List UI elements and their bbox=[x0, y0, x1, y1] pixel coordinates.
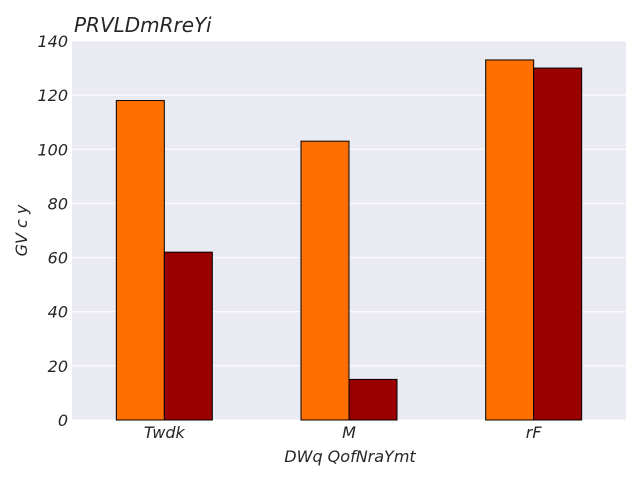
x-tick-label-0: Twdk bbox=[144, 423, 186, 442]
x-axis-label: DWq QofNraYmt bbox=[284, 447, 416, 466]
x-tick-label-2: rF bbox=[526, 423, 543, 442]
bar-series1-rF bbox=[485, 59, 535, 421]
bar-series2-Twdk bbox=[163, 251, 213, 421]
x-tick-label-1: M bbox=[342, 423, 356, 442]
y-axis-label: GV c y bbox=[12, 204, 31, 256]
chart-title: PRVLDmRreYi bbox=[74, 13, 212, 37]
bar-series2-rF bbox=[533, 67, 583, 421]
y-tick-label-0: 0 bbox=[58, 411, 68, 430]
y-tick-label-4: 80 bbox=[48, 194, 68, 213]
y-tick-label-1: 20 bbox=[48, 357, 68, 376]
y-tick-label-3: 60 bbox=[48, 249, 68, 268]
bar-series1-M bbox=[300, 140, 350, 421]
bars bbox=[115, 59, 583, 421]
y-tick-label-5: 100 bbox=[37, 140, 68, 159]
y-tick-label-2: 40 bbox=[48, 303, 68, 322]
y-tick-labels: 0 20 40 60 80 100 120 140 bbox=[37, 32, 68, 430]
y-tick-label-7: 140 bbox=[37, 32, 68, 51]
y-tick-label-6: 120 bbox=[37, 86, 68, 105]
bar-series1-Twdk bbox=[115, 100, 165, 421]
bar-series2-M bbox=[348, 378, 398, 421]
